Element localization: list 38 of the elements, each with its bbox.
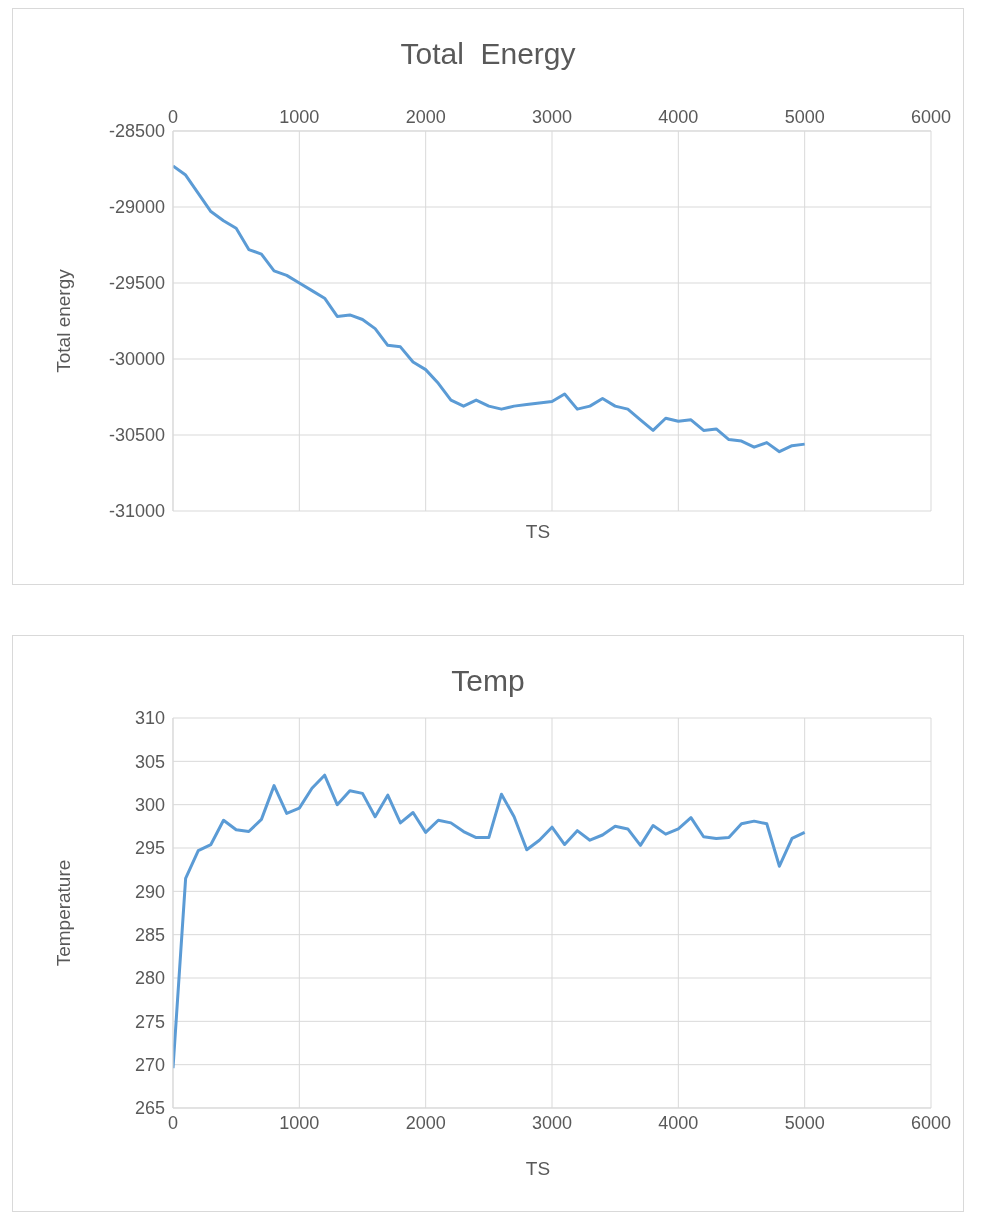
chart-title: Total Energy <box>399 37 577 71</box>
y-tick-label: 300 <box>134 795 165 816</box>
x-tick-label: 3000 <box>531 107 573 127</box>
x-tick-label: 1000 <box>279 107 320 127</box>
y-tick-label: 285 <box>134 925 165 946</box>
y-tick-label: 290 <box>134 881 165 902</box>
x-axis-title: TS <box>524 521 552 543</box>
y-tick-label: 280 <box>134 968 165 989</box>
y-tick-label: 305 <box>134 751 165 772</box>
x-tick-label: 3000 <box>531 1112 573 1133</box>
y-tick-label: -31000 <box>108 501 165 522</box>
y-tick-label: 310 <box>134 708 165 729</box>
x-tick-label: 1000 <box>279 1112 320 1133</box>
y-tick-label: -28500 <box>108 121 165 142</box>
y-tick-label: 295 <box>134 838 165 859</box>
y-axis-title: Total energy <box>52 268 74 373</box>
x-tick-label: 6000 <box>910 107 952 127</box>
y-tick-label: -29500 <box>108 273 165 294</box>
x-tick-label: 4000 <box>658 1112 699 1133</box>
line-series <box>173 773 807 1070</box>
x-tick-label: 0 <box>167 107 179 127</box>
y-axis-title: Temperature <box>52 859 74 967</box>
x-tick-label: 2000 <box>405 107 446 127</box>
x-tick-label: 0 <box>167 1112 179 1133</box>
y-tick-label: 275 <box>134 1011 165 1032</box>
y-tick-label: -30000 <box>108 349 165 370</box>
y-tick-label: -30500 <box>108 425 165 446</box>
chart-title: Temp <box>450 664 526 698</box>
x-tick-label: 2000 <box>405 1112 446 1133</box>
y-tick-label: 265 <box>134 1098 165 1119</box>
y-tick-label: -29000 <box>108 197 165 218</box>
line-series <box>173 164 807 454</box>
x-axis-title: TS <box>524 1158 552 1180</box>
y-tick-label: 270 <box>134 1055 165 1076</box>
x-tick-label: 5000 <box>784 107 825 127</box>
x-tick-label: 4000 <box>658 107 699 127</box>
x-tick-label: 5000 <box>784 1112 825 1133</box>
x-tick-label: 6000 <box>910 1112 952 1133</box>
